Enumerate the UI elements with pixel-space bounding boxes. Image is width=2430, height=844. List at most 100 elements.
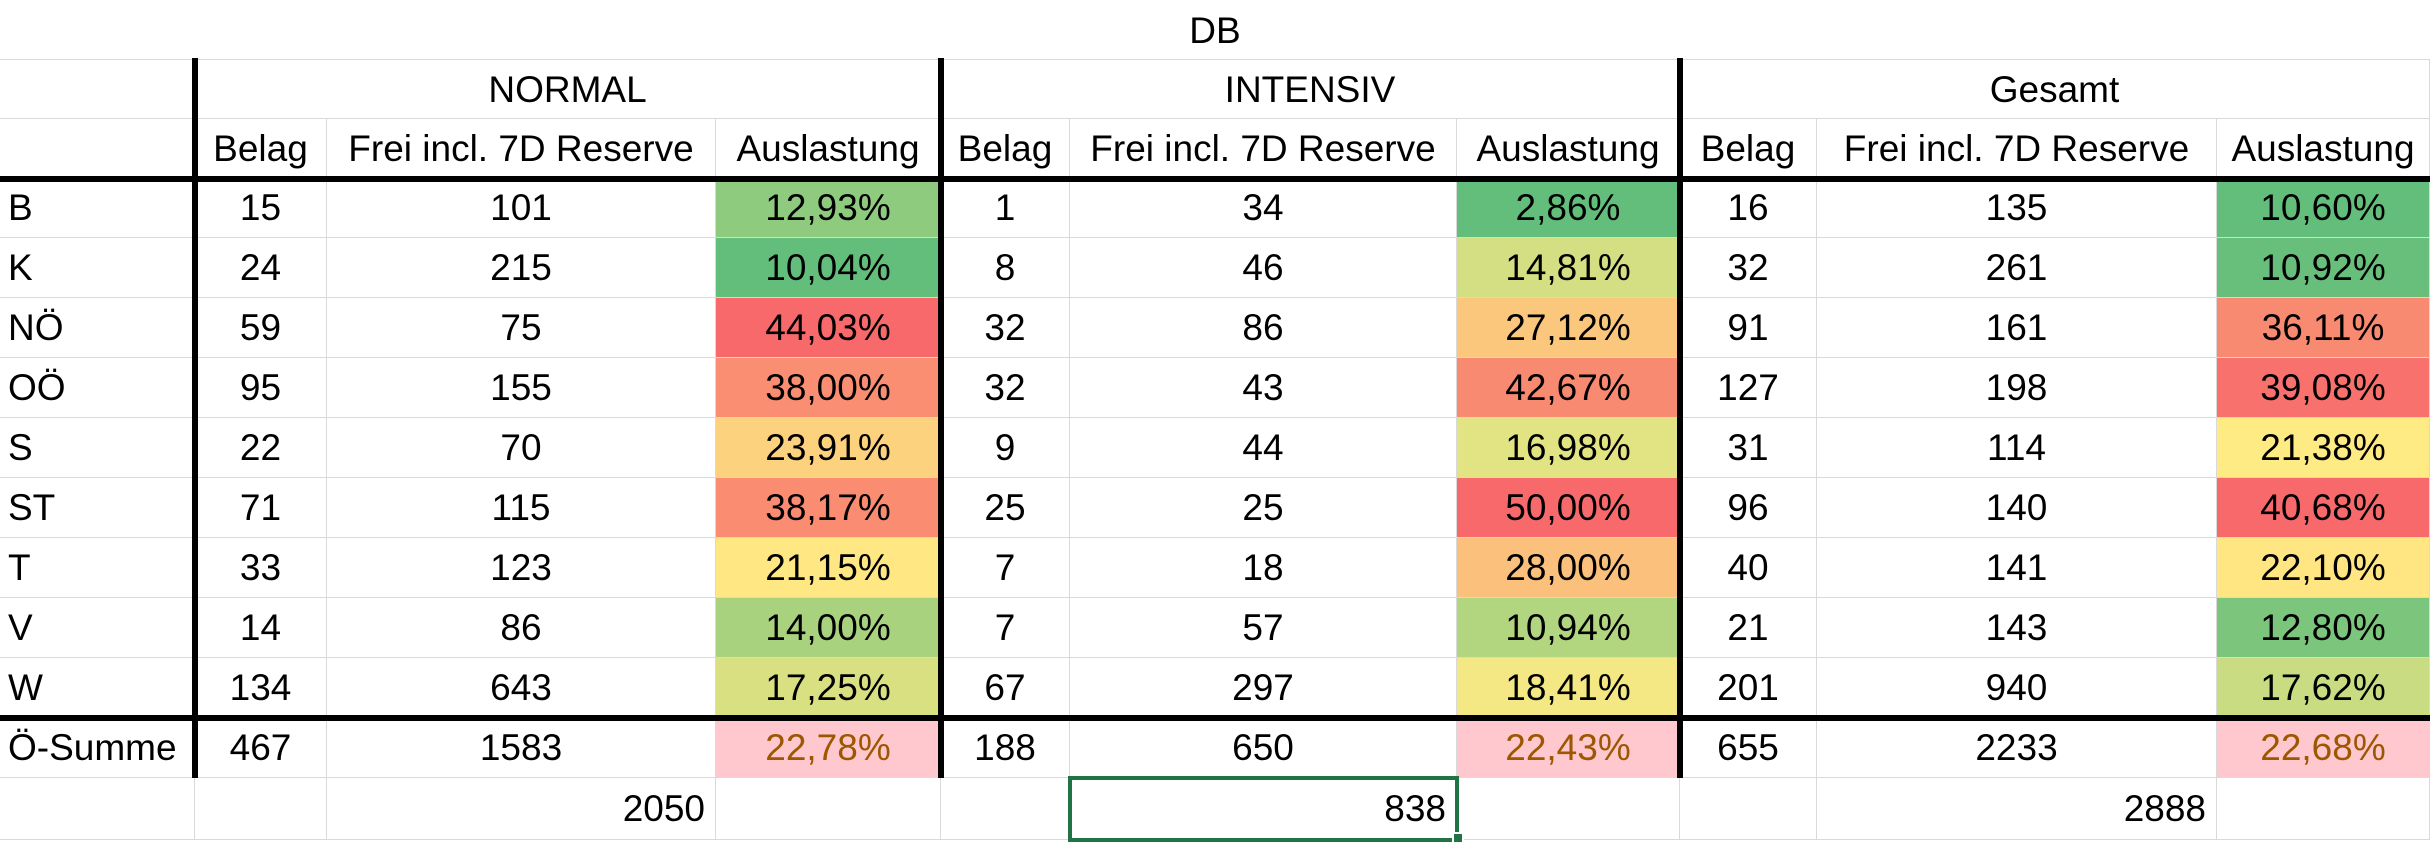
occupied-cell[interactable]: 21 [1680, 598, 1817, 658]
occupied-cell[interactable]: 134 [195, 658, 327, 718]
subheader-belag[interactable]: Belag [1680, 119, 1817, 178]
utilization-cell[interactable]: 38,00% [716, 358, 941, 418]
subheader-auslastung[interactable]: Auslastung [716, 119, 941, 178]
subheader-auslastung[interactable]: Auslastung [2217, 119, 2430, 178]
sum-cell[interactable]: 467 [195, 718, 327, 778]
free-cell[interactable]: 114 [1817, 418, 2217, 478]
row-label[interactable]: OÖ [0, 358, 195, 418]
free-cell[interactable]: 123 [327, 538, 716, 598]
free-cell[interactable]: 155 [327, 358, 716, 418]
utilization-cell[interactable]: 17,62% [2217, 658, 2430, 718]
cell-empty[interactable] [0, 119, 195, 178]
subheader-auslastung[interactable]: Auslastung [1457, 119, 1680, 178]
free-cell[interactable]: 161 [1817, 298, 2217, 358]
utilization-cell[interactable]: 18,41% [1457, 658, 1680, 718]
utilization-cell[interactable]: 38,17% [716, 478, 941, 538]
free-cell[interactable]: 86 [327, 598, 716, 658]
free-cell[interactable]: 18 [1070, 538, 1457, 598]
occupied-cell[interactable]: 71 [195, 478, 327, 538]
sheet-title[interactable]: DB [1189, 9, 1241, 51]
row-label[interactable]: B [0, 178, 195, 238]
occupied-cell[interactable]: 31 [1680, 418, 1817, 478]
occupied-cell[interactable]: 25 [941, 478, 1070, 538]
free-cell[interactable]: 101 [327, 178, 716, 238]
occupied-cell[interactable]: 95 [195, 358, 327, 418]
cell-empty[interactable] [941, 778, 1070, 840]
row-label[interactable]: K [0, 238, 195, 298]
cell-empty[interactable] [0, 0, 2430, 60]
total-cell[interactable]: 2888 [1817, 778, 2217, 840]
utilization-cell[interactable]: 40,68% [2217, 478, 2430, 538]
utilization-cell[interactable]: 2,86% [1457, 178, 1680, 238]
free-cell[interactable]: 940 [1817, 658, 2217, 718]
row-label[interactable]: T [0, 538, 195, 598]
occupied-cell[interactable]: 59 [195, 298, 327, 358]
free-cell[interactable]: 643 [327, 658, 716, 718]
utilization-cell[interactable]: 39,08% [2217, 358, 2430, 418]
occupied-cell[interactable]: 33 [195, 538, 327, 598]
utilization-cell[interactable]: 27,12% [1457, 298, 1680, 358]
occupied-cell[interactable]: 22 [195, 418, 327, 478]
occupied-cell[interactable]: 8 [941, 238, 1070, 298]
occupied-cell[interactable]: 14 [195, 598, 327, 658]
row-label[interactable]: ST [0, 478, 195, 538]
free-cell[interactable]: 141 [1817, 538, 2217, 598]
free-cell[interactable]: 261 [1817, 238, 2217, 298]
free-cell[interactable]: 115 [327, 478, 716, 538]
free-cell[interactable]: 34 [1070, 178, 1457, 238]
utilization-cell[interactable]: 12,93% [716, 178, 941, 238]
utilization-cell[interactable]: 22,10% [2217, 538, 2430, 598]
free-cell[interactable]: 297 [1070, 658, 1457, 718]
occupied-cell[interactable]: 24 [195, 238, 327, 298]
occupied-cell[interactable]: 32 [1680, 238, 1817, 298]
utilization-cell[interactable]: 44,03% [716, 298, 941, 358]
subheader-belag[interactable]: Belag [941, 119, 1070, 178]
utilization-cell[interactable]: 36,11% [2217, 298, 2430, 358]
free-cell[interactable]: 135 [1817, 178, 2217, 238]
cell-empty[interactable] [1457, 778, 1680, 840]
free-cell[interactable]: 57 [1070, 598, 1457, 658]
sum-utilization-cell[interactable]: 22,43% [1457, 718, 1680, 778]
sum-cell[interactable]: 650 [1070, 718, 1457, 778]
subheader-frei[interactable]: Frei incl. 7D Reserve [327, 119, 716, 178]
occupied-cell[interactable]: 1 [941, 178, 1070, 238]
sum-cell[interactable]: 655 [1680, 718, 1817, 778]
cell-empty[interactable] [716, 778, 941, 840]
utilization-cell[interactable]: 28,00% [1457, 538, 1680, 598]
cell-empty[interactable] [0, 778, 195, 840]
occupied-cell[interactable]: 7 [941, 538, 1070, 598]
utilization-cell[interactable]: 23,91% [716, 418, 941, 478]
sum-utilization-cell[interactable]: 22,68% [2217, 718, 2430, 778]
row-label[interactable]: W [0, 658, 195, 718]
free-cell[interactable]: 75 [327, 298, 716, 358]
row-label[interactable]: V [0, 598, 195, 658]
cell-empty[interactable] [0, 60, 195, 119]
cell-empty[interactable] [1680, 778, 1817, 840]
free-cell[interactable]: 140 [1817, 478, 2217, 538]
utilization-cell[interactable]: 12,80% [2217, 598, 2430, 658]
row-label[interactable]: S [0, 418, 195, 478]
sum-row-label[interactable]: Ö-Summe [0, 718, 195, 778]
utilization-cell[interactable]: 10,60% [2217, 178, 2430, 238]
free-cell[interactable]: 25 [1070, 478, 1457, 538]
free-cell[interactable]: 43 [1070, 358, 1457, 418]
occupied-cell[interactable]: 15 [195, 178, 327, 238]
occupied-cell[interactable]: 16 [1680, 178, 1817, 238]
utilization-cell[interactable]: 50,00% [1457, 478, 1680, 538]
free-cell[interactable]: 143 [1817, 598, 2217, 658]
fill-handle[interactable] [1452, 832, 1464, 844]
free-cell[interactable]: 44 [1070, 418, 1457, 478]
sum-cell[interactable]: 1583 [327, 718, 716, 778]
free-cell[interactable]: 46 [1070, 238, 1457, 298]
sum-cell[interactable]: 2233 [1817, 718, 2217, 778]
occupied-cell[interactable]: 9 [941, 418, 1070, 478]
utilization-cell[interactable]: 17,25% [716, 658, 941, 718]
cell-empty[interactable] [195, 778, 327, 840]
utilization-cell[interactable]: 21,38% [2217, 418, 2430, 478]
utilization-cell[interactable]: 21,15% [716, 538, 941, 598]
occupied-cell[interactable]: 67 [941, 658, 1070, 718]
free-cell[interactable]: 198 [1817, 358, 2217, 418]
utilization-cell[interactable]: 42,67% [1457, 358, 1680, 418]
total-cell[interactable]: 2050 [327, 778, 716, 840]
occupied-cell[interactable]: 91 [1680, 298, 1817, 358]
